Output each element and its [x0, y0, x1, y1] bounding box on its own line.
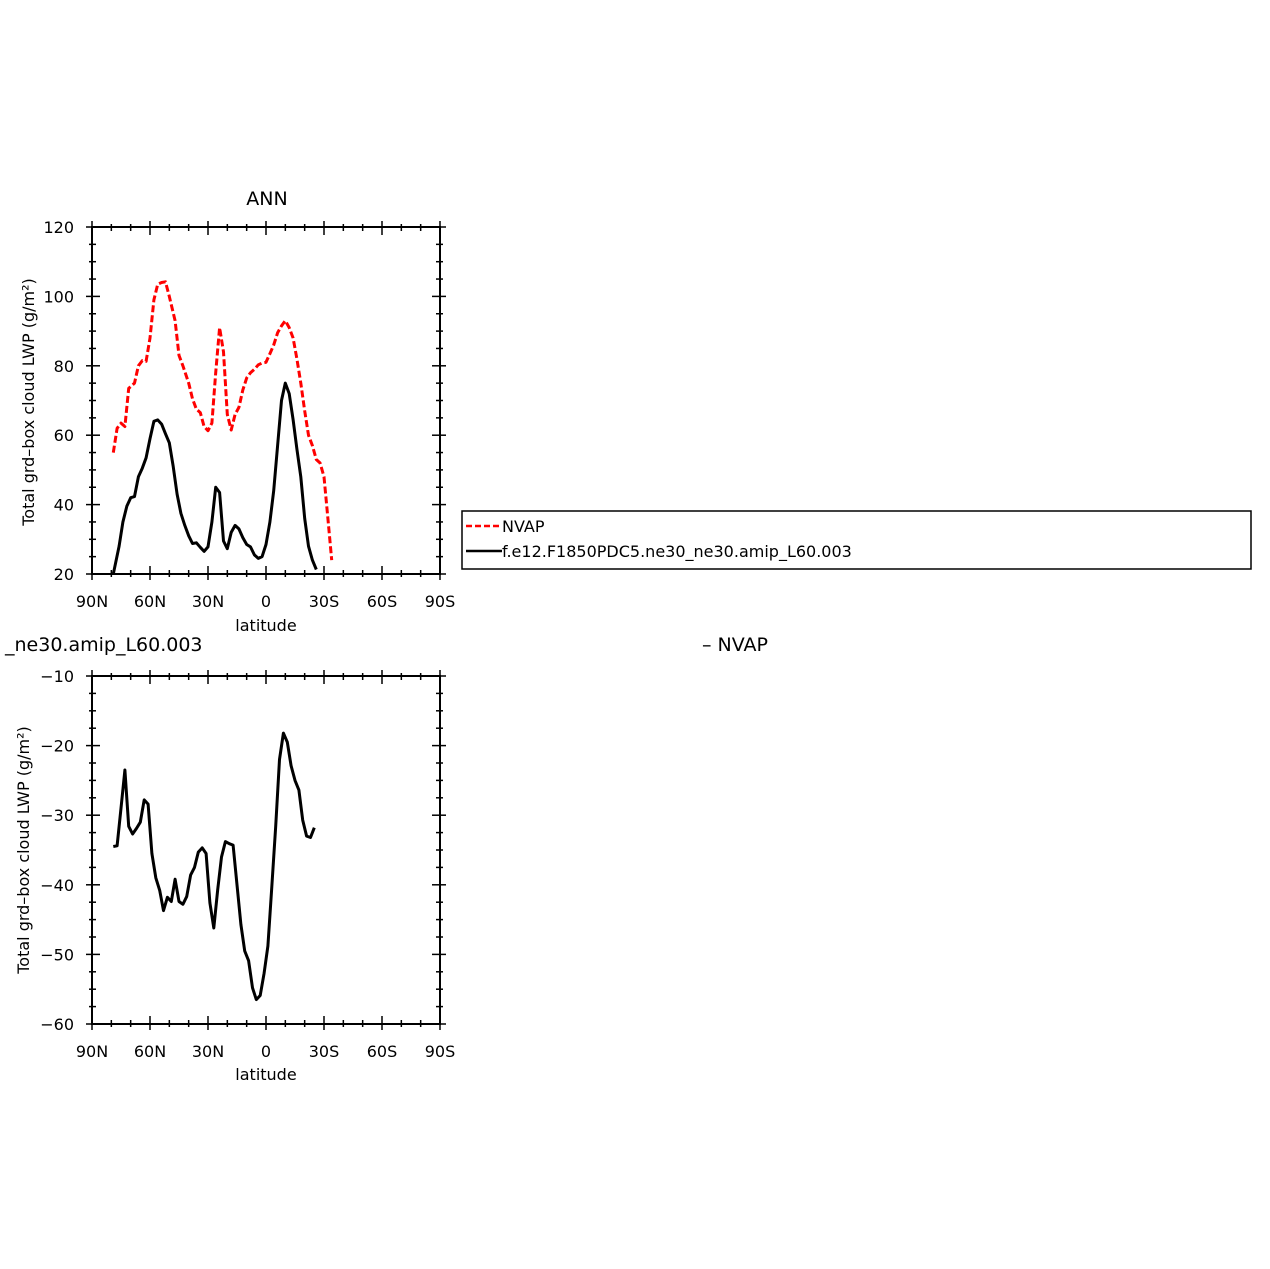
bottom-chart-title-left: _ne30.amip_L60.003 — [4, 634, 203, 656]
top-series-lines — [111, 280, 334, 575]
top-plot-frame — [91, 226, 441, 575]
top-y-tick-label: 20 — [54, 565, 74, 584]
top-x-tick-label: 0 — [261, 592, 271, 611]
top-y-tick-label: 40 — [54, 496, 74, 515]
top-y-tick-label: 80 — [54, 357, 74, 376]
bottom-series-lines — [113, 731, 316, 1002]
bottom-plot-frame — [91, 675, 441, 1025]
bottom-y-tick-label: −50 — [40, 945, 74, 964]
bottom-x-tick-label: 90S — [425, 1042, 456, 1061]
top-series-line-0 — [111, 280, 334, 561]
top-y-axis-label: Total grd–box cloud LWP (g/m²) — [19, 278, 38, 527]
bottom-y-tick-label: −60 — [40, 1015, 74, 1034]
bottom-axis-ticks: 90N 60N 30N 0 30S 60S 90S −60 −50 −40 −30 −20 −10 — [40, 667, 455, 1061]
top-x-tick-label: 90S — [425, 592, 456, 611]
top-y-tick-label: 100 — [43, 287, 74, 306]
top-x-tick-label: 30S — [309, 592, 340, 611]
bottom-y-axis-label: Total grd–box cloud LWP (g/m²) — [14, 726, 33, 975]
bottom-x-tick-label: 30N — [192, 1042, 224, 1061]
legend-label-nvap: NVAP — [502, 517, 545, 536]
top-panel: ANN 90N 60N 30N 0 30S 60S 90S 20 40 60 80 100 120 la… — [19, 188, 455, 635]
bottom-y-tick-label: −20 — [40, 737, 74, 756]
top-y-tick-label: 120 — [43, 218, 74, 237]
top-chart-title: ANN — [246, 188, 287, 210]
legend: NVAP f.e12.F1850PDC5.ne30_ne30.amip_L60.… — [461, 510, 1252, 570]
bottom-y-tick-label: −30 — [40, 806, 74, 825]
bottom-x-axis-label: latitude — [235, 1065, 296, 1084]
bottom-x-tick-label: 60N — [134, 1042, 166, 1061]
bottom-y-tick-label: −10 — [40, 667, 74, 686]
top-x-tick-label: 90N — [76, 592, 108, 611]
bottom-x-tick-label: 60S — [367, 1042, 398, 1061]
bottom-x-tick-label: 30S — [309, 1042, 340, 1061]
top-x-tick-label: 60S — [367, 592, 398, 611]
legend-label-model: f.e12.F1850PDC5.ne30_ne30.amip_L60.003 — [502, 542, 852, 562]
bottom-series-line-0 — [113, 731, 316, 1002]
top-y-tick-label: 60 — [54, 426, 74, 445]
bottom-chart-title-right: – NVAP — [702, 634, 768, 656]
top-x-tick-label: 30N — [192, 592, 224, 611]
top-x-axis-label: latitude — [235, 616, 296, 635]
top-axis-ticks: 90N 60N 30N 0 30S 60S 90S 20 40 60 80 100 120 — [43, 218, 455, 611]
bottom-panel: _ne30.amip_L60.003 – NVAP 90N 60N 30N 0 30S 6… — [4, 634, 768, 1084]
bottom-x-tick-label: 90N — [76, 1042, 108, 1061]
top-x-tick-label: 60N — [134, 592, 166, 611]
top-series-line-1 — [111, 381, 318, 575]
bottom-x-tick-label: 0 — [261, 1042, 271, 1061]
bottom-y-tick-label: −40 — [40, 876, 74, 895]
legend-box — [461, 510, 1252, 570]
